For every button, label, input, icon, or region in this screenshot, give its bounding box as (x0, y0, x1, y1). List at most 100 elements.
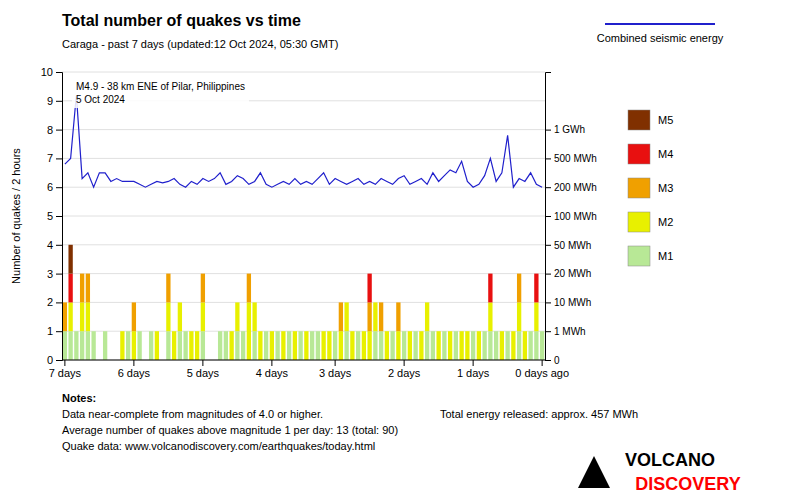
y-axis-tick-label: 8 (47, 124, 53, 136)
bar (68, 302, 72, 331)
bar (482, 331, 486, 360)
bar (402, 331, 406, 332)
bar (281, 331, 285, 332)
bar (103, 331, 107, 360)
x-axis-tick-mark (335, 360, 336, 366)
legend-label: M5 (658, 114, 673, 126)
bar (402, 331, 406, 332)
bar (120, 331, 124, 332)
logo-text: DISCOVERY (635, 474, 740, 494)
bar (264, 331, 268, 332)
bar (505, 331, 509, 332)
y2-axis-tick: 0 (545, 355, 560, 366)
bar (258, 331, 262, 360)
bar (367, 302, 371, 331)
y-axis-tick-label: 4 (47, 239, 53, 251)
legend-line-swatch (605, 23, 715, 25)
bar (126, 331, 130, 332)
bar (229, 331, 233, 332)
y2-axis-tick-mark (545, 130, 551, 131)
bar (482, 331, 486, 332)
bar (241, 331, 245, 360)
bar (425, 302, 429, 303)
bar (287, 331, 291, 332)
energy-line (65, 95, 542, 187)
bar (488, 331, 492, 360)
x-axis: 7 days6 days5 days4 days3 days2 days1 da… (49, 360, 569, 379)
bar (442, 331, 446, 332)
bar (218, 331, 222, 332)
bar (402, 331, 406, 332)
bar (258, 331, 262, 332)
bar (91, 331, 95, 332)
bar-series-m5 (68, 245, 72, 274)
bar (367, 273, 371, 274)
note: Data near-complete from magnitudes of 4.… (62, 408, 323, 420)
bar (275, 331, 279, 332)
bar (189, 331, 193, 332)
y2-axis-tick-label: 20 MWh (554, 268, 591, 279)
bar (517, 274, 521, 303)
bar (63, 302, 67, 331)
bar (304, 331, 308, 360)
bar (275, 331, 279, 332)
x-axis-tick: 4 days (256, 360, 289, 379)
x-axis-line (62, 360, 545, 361)
bar (419, 331, 423, 332)
bar (454, 331, 458, 332)
bar (528, 331, 532, 332)
bar (431, 331, 435, 360)
bar (149, 331, 153, 332)
bar (396, 302, 400, 331)
bar (201, 331, 205, 360)
bar (298, 331, 302, 332)
bar (528, 331, 532, 332)
bar (459, 331, 463, 332)
x-axis-tick: 5 days (187, 360, 220, 379)
bar (396, 302, 400, 303)
bar (235, 302, 239, 331)
grid-line (62, 216, 545, 217)
bar (103, 331, 107, 332)
bar (189, 331, 193, 332)
y-axis-tick-label: 3 (47, 268, 53, 280)
bar (321, 331, 325, 332)
bar (86, 273, 90, 274)
bar (183, 331, 187, 360)
bar (91, 331, 95, 332)
bar (379, 302, 383, 303)
bar (500, 331, 504, 332)
bar (327, 331, 331, 332)
bar (86, 331, 90, 360)
bar (120, 331, 124, 332)
legend-swatch (628, 178, 650, 198)
bar (419, 331, 423, 360)
bar (310, 331, 314, 332)
bar (166, 302, 170, 331)
bar (465, 331, 469, 332)
bar (333, 331, 337, 332)
bar (183, 331, 187, 332)
bar (477, 331, 481, 360)
bar (63, 302, 67, 303)
y2-axis-tick: 100 MWh (545, 211, 597, 222)
x-axis-tick: 0 days ago (515, 360, 569, 379)
y-axis-tick-label: 6 (47, 181, 53, 193)
bar (270, 331, 274, 332)
bar (137, 331, 141, 332)
bar (528, 331, 532, 332)
bar (362, 331, 366, 332)
bar (344, 302, 348, 303)
bar (482, 331, 486, 332)
y-axis-tick: 0 (47, 354, 62, 366)
y-axis-line (56, 73, 63, 361)
bar (247, 273, 251, 274)
legend: Combined seismic energyM5M4M3M2M1 (597, 24, 724, 266)
bar (448, 331, 452, 332)
bar (500, 331, 504, 360)
bar (442, 331, 446, 332)
y-axis-tick-label: 10 (41, 66, 53, 78)
bar (321, 331, 325, 360)
bar (137, 331, 141, 332)
y2-axis: 01 MWh10 MWh20 MWh50 MWh100 MWh200 MWh50… (545, 73, 597, 366)
